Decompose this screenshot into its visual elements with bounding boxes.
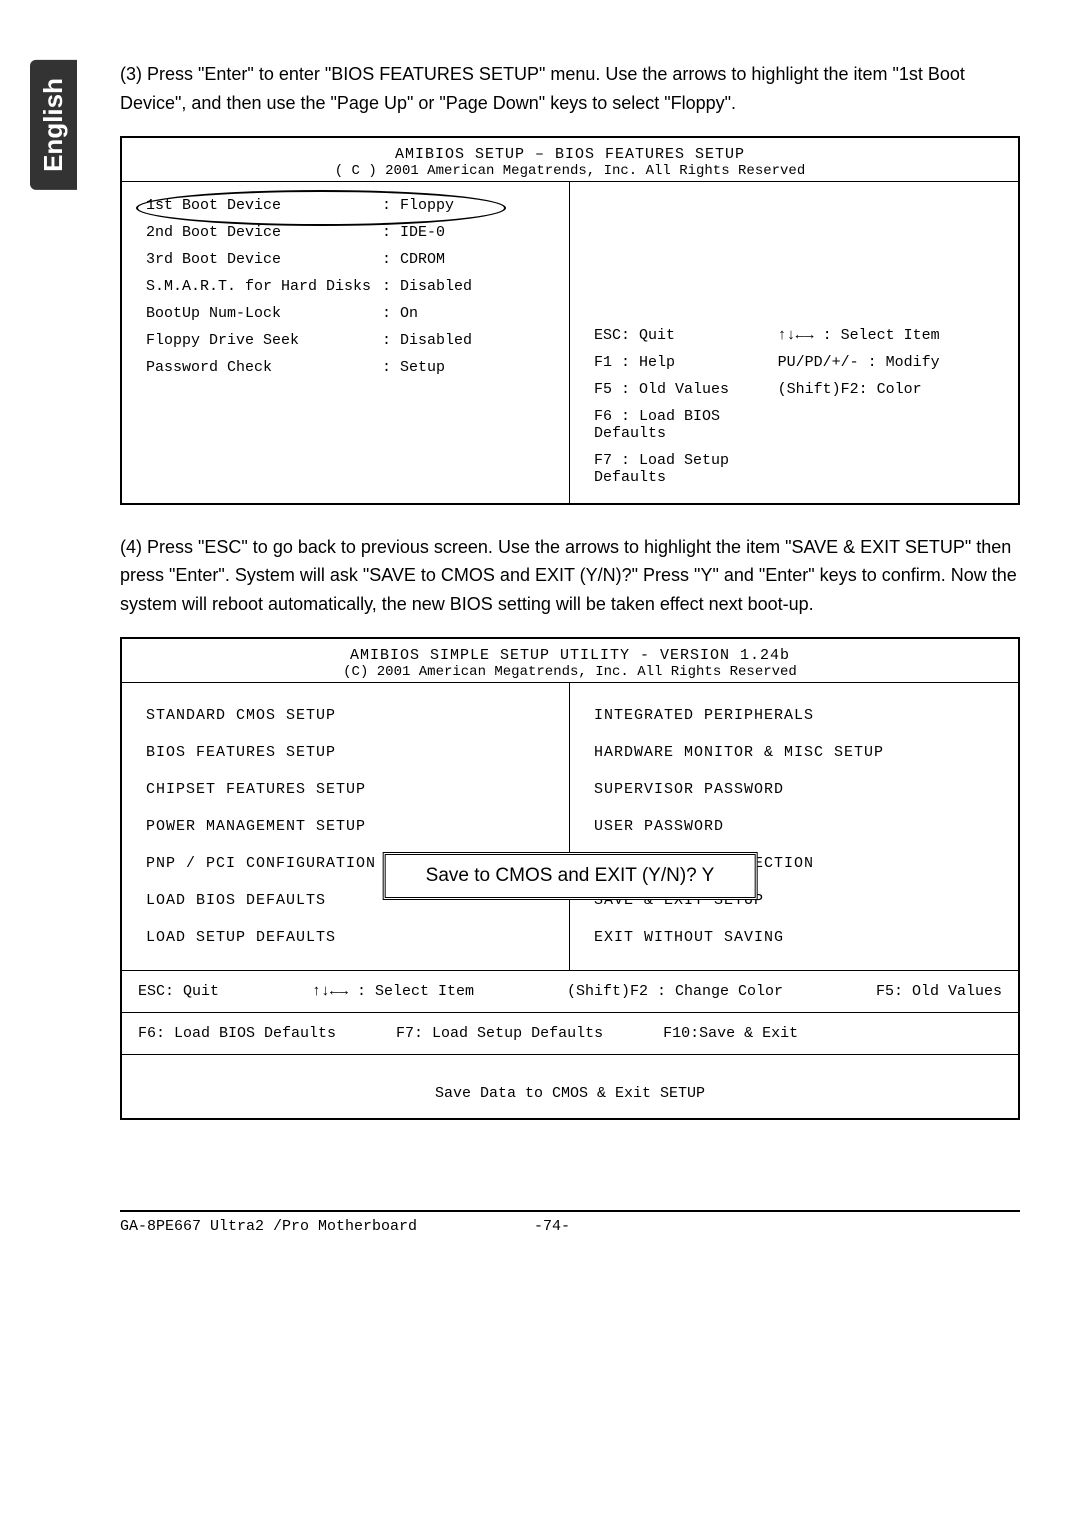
- help-key: ESC: Quit: [594, 327, 778, 344]
- menu-item: STANDARD CMOS SETUP: [146, 697, 553, 734]
- menu-grid: STANDARD CMOS SETUP BIOS FEATURES SETUP …: [122, 683, 1018, 971]
- menu-item: EXIT WITHOUT SAVING: [594, 919, 1002, 956]
- setting-row: 1st Boot Device: Floppy: [146, 192, 553, 219]
- help-key: F7 : Load Setup Defaults: [594, 452, 778, 486]
- help-key: F6 : Load BIOS Defaults: [594, 408, 778, 442]
- language-tab: English: [30, 60, 77, 190]
- help-row: F5 : Old Values(Shift)F2: Color: [594, 376, 1002, 403]
- menu-item: SUPERVISOR PASSWORD: [594, 771, 1002, 808]
- setting-row: 2nd Boot Device: IDE-0: [146, 219, 553, 246]
- help-desc: ↑↓←→ : Select Item: [778, 327, 1002, 344]
- save-dialog: Save to CMOS and EXIT (Y/N)? Y: [383, 852, 758, 900]
- instruction-4: (4) Press "ESC" to go back to previous s…: [120, 533, 1020, 619]
- setting-row: BootUp Num-Lock: On: [146, 300, 553, 327]
- setting-label: S.M.A.R.T. for Hard Disks: [146, 278, 382, 295]
- setting-label: 3rd Boot Device: [146, 251, 382, 268]
- setting-label: 1st Boot Device: [146, 197, 382, 214]
- setting-label: Password Check: [146, 359, 382, 376]
- setting-value: : Floppy: [382, 197, 553, 214]
- menu-item: INTEGRATED PERIPHERALS: [594, 697, 1002, 734]
- bios1-settings: 1st Boot Device: Floppy 2nd Boot Device:…: [122, 182, 570, 503]
- menu-left-col: STANDARD CMOS SETUP BIOS FEATURES SETUP …: [122, 683, 570, 970]
- key-hint: ↑↓←→ : Select Item: [312, 983, 474, 1000]
- help-desc: [778, 408, 1002, 442]
- instruction-3: (3) Press "Enter" to enter "BIOS FEATURE…: [120, 60, 1020, 118]
- help-desc: (Shift)F2: Color: [778, 381, 1002, 398]
- bios-features-box: AMIBIOS SETUP – BIOS FEATURES SETUP ( C …: [120, 136, 1020, 505]
- key-hint: F6: Load BIOS Defaults: [138, 1025, 336, 1042]
- help-row: F7 : Load Setup Defaults: [594, 447, 1002, 491]
- setting-value: : CDROM: [382, 251, 553, 268]
- setting-row: Password Check: Setup: [146, 354, 553, 381]
- setting-value: : Setup: [382, 359, 553, 376]
- bios2-footer: Save Data to CMOS & Exit SETUP: [122, 1055, 1018, 1118]
- bios2-header: AMIBIOS SIMPLE SETUP UTILITY - VERSION 1…: [122, 639, 1018, 683]
- setting-row: S.M.A.R.T. for Hard Disks: Disabled: [146, 273, 553, 300]
- help-row: F1 : HelpPU/PD/+/- : Modify: [594, 349, 1002, 376]
- key-hint: F7: Load Setup Defaults: [396, 1025, 603, 1042]
- menu-item: POWER MANAGEMENT SETUP: [146, 808, 553, 845]
- key-hint: F5: Old Values: [876, 983, 1002, 1000]
- help-key: F5 : Old Values: [594, 381, 778, 398]
- bios1-help: ESC: Quit↑↓←→ : Select Item F1 : HelpPU/…: [570, 182, 1018, 503]
- menu-item: LOAD SETUP DEFAULTS: [146, 919, 553, 956]
- setting-label: 2nd Boot Device: [146, 224, 382, 241]
- setting-value: : Disabled: [382, 332, 553, 349]
- key-hint: F10:Save & Exit: [663, 1025, 798, 1042]
- setting-value: : IDE-0: [382, 224, 553, 241]
- menu-item: HARDWARE MONITOR & MISC SETUP: [594, 734, 1002, 771]
- setting-label: BootUp Num-Lock: [146, 305, 382, 322]
- help-row: ESC: Quit↑↓←→ : Select Item: [594, 322, 1002, 349]
- keys-row-1: ESC: Quit ↑↓←→ : Select Item (Shift)F2 :…: [122, 971, 1018, 1013]
- help-row: F6 : Load BIOS Defaults: [594, 403, 1002, 447]
- setting-row: Floppy Drive Seek: Disabled: [146, 327, 553, 354]
- menu-item: CHIPSET FEATURES SETUP: [146, 771, 553, 808]
- bios2-title: AMIBIOS SIMPLE SETUP UTILITY - VERSION 1…: [122, 647, 1018, 664]
- bios2-copyright: (C) 2001 American Megatrends, Inc. All R…: [122, 664, 1018, 680]
- footer-product: GA-8PE667 Ultra2 /Pro Motherboard: [120, 1218, 534, 1235]
- page-footer: GA-8PE667 Ultra2 /Pro Motherboard -74-: [120, 1210, 1020, 1235]
- bios1-title: AMIBIOS SETUP – BIOS FEATURES SETUP: [122, 146, 1018, 163]
- bios1-copyright: ( C ) 2001 American Megatrends, Inc. All…: [122, 163, 1018, 179]
- menu-item: BIOS FEATURES SETUP: [146, 734, 553, 771]
- menu-right-col: INTEGRATED PERIPHERALS HARDWARE MONITOR …: [570, 683, 1018, 970]
- help-key: F1 : Help: [594, 354, 778, 371]
- setting-value: : On: [382, 305, 553, 322]
- key-hint: ESC: Quit: [138, 983, 219, 1000]
- bios1-header: AMIBIOS SETUP – BIOS FEATURES SETUP ( C …: [122, 138, 1018, 182]
- help-desc: PU/PD/+/- : Modify: [778, 354, 1002, 371]
- setting-label: Floppy Drive Seek: [146, 332, 382, 349]
- footer-page-number: -74-: [534, 1218, 1020, 1235]
- setting-row: 3rd Boot Device: CDROM: [146, 246, 553, 273]
- key-hint: (Shift)F2 : Change Color: [567, 983, 783, 1000]
- help-desc: [778, 452, 1002, 486]
- menu-item: USER PASSWORD: [594, 808, 1002, 845]
- setting-value: : Disabled: [382, 278, 553, 295]
- keys-row-2: F6: Load BIOS Defaults F7: Load Setup De…: [122, 1013, 1018, 1054]
